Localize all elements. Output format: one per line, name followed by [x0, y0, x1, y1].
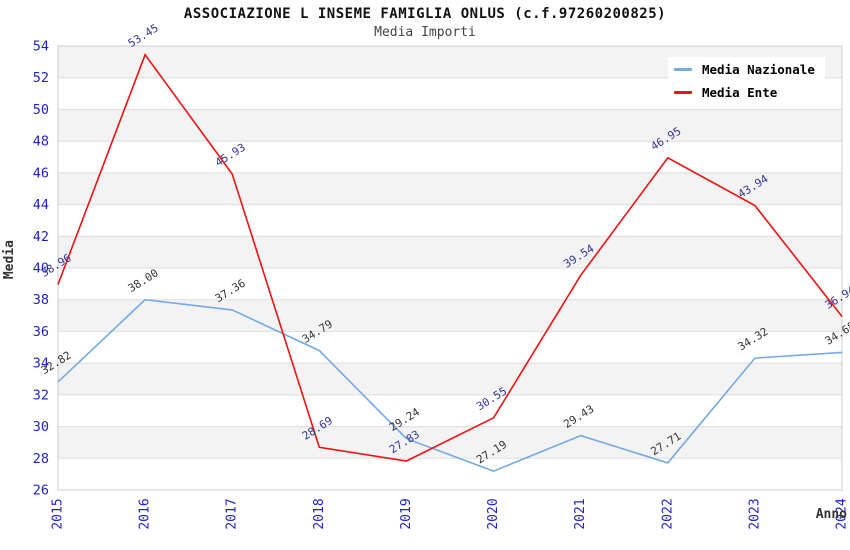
x-tick-label: 2023 — [747, 498, 762, 529]
y-tick-label: 32 — [33, 387, 49, 403]
y-tick-label: 46 — [33, 165, 49, 181]
grid-band — [58, 394, 842, 427]
chart-subtitle: Media Importi — [374, 25, 476, 40]
grid-band — [58, 363, 842, 395]
y-tick-label: 40 — [33, 261, 49, 277]
grid-band — [58, 172, 842, 205]
y-tick-label: 34 — [33, 356, 49, 372]
legend-label: Media Nazionale — [702, 62, 815, 77]
x-tick-label: 2018 — [312, 498, 327, 529]
grid-band — [58, 426, 842, 459]
line-media-nazionale[interactable] — [57, 298, 843, 472]
grid-band — [58, 204, 842, 237]
x-tick-label: 2017 — [225, 498, 240, 529]
chart-title: ASSOCIAZIONE L INSEME FAMIGLIA ONLUS (c.… — [183, 6, 667, 22]
x-tick-label: 2020 — [486, 498, 501, 529]
x-tick-label: 2015 — [51, 498, 66, 529]
y-tick-label: 26 — [33, 483, 49, 499]
x-tick-label: 2021 — [573, 498, 588, 529]
legend-label: Media Ente — [702, 85, 778, 100]
y-tick-label: 42 — [33, 229, 49, 245]
x-tick-label: 2016 — [138, 498, 153, 529]
plot-border — [57, 45, 843, 491]
grid-band — [58, 299, 842, 332]
grid-band — [58, 458, 842, 490]
x-axis-title: Anno — [815, 507, 847, 522]
y-axis-title: Media — [2, 240, 17, 280]
y-tick-label: 48 — [33, 134, 49, 150]
x-tick-label: 2024 — [835, 498, 850, 529]
grid-band — [58, 268, 842, 300]
y-tick-label: 28 — [33, 451, 49, 467]
grid-band — [58, 141, 842, 173]
grid-band — [58, 236, 842, 268]
y-tick-label: 52 — [33, 70, 49, 86]
grid-band — [58, 109, 842, 142]
y-tick-label: 30 — [33, 419, 49, 435]
y-tick-label: 38 — [33, 292, 49, 308]
y-tick-label: 50 — [33, 102, 49, 118]
legend: Media Nazionale Media Ente — [668, 57, 825, 105]
y-tick-label: 44 — [33, 197, 49, 213]
legend-item-media-nazionale[interactable]: Media Nazionale — [674, 62, 815, 77]
legend-item-media-ente[interactable]: Media Ente — [674, 85, 815, 100]
line-media-ente[interactable] — [57, 53, 843, 462]
legend-swatch-media-nazionale — [674, 68, 692, 71]
y-tick-label: 54 — [33, 39, 49, 55]
y-tick-label: 36 — [33, 324, 49, 340]
legend-swatch-media-ente — [674, 91, 692, 94]
grid-band — [58, 331, 842, 364]
x-tick-label: 2022 — [660, 498, 675, 529]
x-tick-label: 2019 — [399, 498, 414, 529]
